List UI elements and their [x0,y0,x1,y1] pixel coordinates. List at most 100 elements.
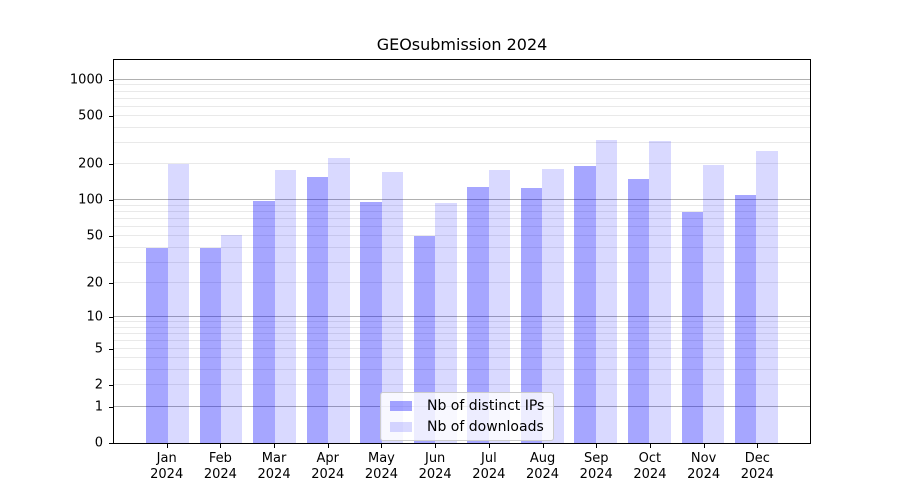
bar-downloads-oct [649,140,671,443]
y-tick-mark-1000 [109,79,113,81]
x-tick-mark-dec [757,444,759,448]
y-tick-label-100: 100 [78,192,103,208]
gridline-40 [114,246,810,248]
y-tick-mark-10 [109,316,113,318]
x-tick-label-apr: Apr 2024 [311,451,345,482]
gridline-300 [114,142,810,144]
x-axis: Jan 2024 Feb 2024 Mar 2024 Apr 2024 May 2024 Jun 20… [113,444,811,494]
bar-ips-oct [627,178,650,443]
x-tick-mark-mar [274,444,276,448]
gridline-20 [114,281,810,283]
bar-downloads-jan [167,163,189,443]
bar-downloads-may [381,171,404,443]
bar-ips-sep [574,166,596,443]
gridline-5 [114,347,810,349]
gridline-400 [114,126,810,128]
legend-swatch-downloads [390,422,412,432]
bar-downloads-sep [595,139,618,443]
bar-ips-may [360,202,382,443]
gridline-200 [114,163,810,165]
gridline-4 [114,357,810,359]
y-tick-mark-50 [109,236,113,238]
y-tick-label-10: 10 [86,309,103,325]
x-tick-mark-nov [703,444,705,448]
gridline-9 [114,320,810,322]
x-tick-label-nov: Nov 2024 [687,451,721,482]
y-tick-label-50: 50 [86,228,103,244]
gridline-8 [114,326,810,328]
bar-downloads-apr [328,157,350,443]
x-tick-mark-may [381,444,383,448]
x-tick-label-jun: Jun 2024 [418,451,452,482]
y-tick-mark-200 [109,164,113,166]
y-tick-mark-1 [109,406,113,408]
x-tick-mark-jan [166,444,168,448]
gridline-60 [114,225,810,227]
bar-ips-jan [146,247,168,443]
bar-ips-jun [413,236,436,443]
gridline-100 [114,199,810,201]
y-tick-label-500: 500 [78,108,103,124]
y-tick-label-0: 0 [94,435,103,451]
legend-label-distinct-ips: Nb of distinct IPs [427,398,545,414]
y-tick-label-2: 2 [94,377,103,393]
x-tick-label-oct: Oct 2024 [633,451,667,482]
bar-downloads-aug [542,168,564,443]
bar-downloads-mar [274,170,297,443]
y-tick-mark-2 [109,385,113,387]
x-tick-label-mar: Mar 2024 [257,451,291,482]
legend-label-downloads: Nb of downloads [427,419,544,435]
legend-row-downloads: Nb of downloads [390,419,544,435]
gridline-600 [114,105,810,107]
gridline-700 [114,97,810,99]
x-tick-label-may: May 2024 [364,451,398,482]
gridline-3 [114,369,810,371]
x-tick-mark-feb [220,444,222,448]
gridline-900 [114,84,810,86]
gridline-7 [114,332,810,334]
y-tick-mark-0 [109,443,113,444]
x-tick-label-sep: Sep 2024 [579,451,613,482]
bar-downloads-jul [488,170,511,443]
bars-layer [114,60,810,443]
bar-ips-aug [520,187,543,443]
bar-downloads-nov [702,165,725,443]
gridline-30 [114,261,810,263]
y-tick-label-20: 20 [86,275,103,291]
y-tick-mark-500 [109,116,113,118]
y-tick-label-200: 200 [78,156,103,172]
bar-downloads-jun [435,202,457,443]
bar-downloads-dec [756,150,778,443]
bar-ips-jul [467,186,489,443]
gridline-10 [114,315,810,317]
y-tick-mark-20 [109,282,113,284]
y-tick-mark-100 [109,200,113,202]
y-tick-label-5: 5 [94,341,103,357]
y-tick-label-1000: 1000 [69,72,103,88]
bar-ips-feb [199,247,222,443]
x-tick-label-jan: Jan 2024 [150,451,184,482]
x-tick-label-aug: Aug 2024 [525,451,560,482]
y-axis: 0 1 2 5 10 20 50 100 200 500 1000 [0,60,113,450]
x-tick-label-dec: Dec 2024 [740,451,774,482]
legend: Nb of distinct IPs Nb of downloads [380,392,555,441]
gridlines-layer [114,60,810,443]
y-tick-label-1: 1 [94,399,103,415]
gridline-90 [114,204,810,206]
x-tick-mark-oct [649,444,651,448]
bar-downloads-feb [221,235,243,443]
gridline-6 [114,339,810,341]
y-tick-mark-5 [109,348,113,350]
gridline-500 [114,115,810,117]
gridline-800 [114,90,810,92]
x-tick-label-feb: Feb 2024 [203,451,237,482]
gridline-2 [114,384,810,386]
legend-row-distinct-ips: Nb of distinct IPs [390,398,544,414]
x-tick-mark-apr [327,444,329,448]
gridline-1000 [114,78,810,80]
x-tick-mark-aug [542,444,544,448]
bar-ips-apr [306,176,329,443]
x-tick-mark-jul [488,444,490,448]
chart-title: GEOsubmission 2024 [376,35,548,54]
